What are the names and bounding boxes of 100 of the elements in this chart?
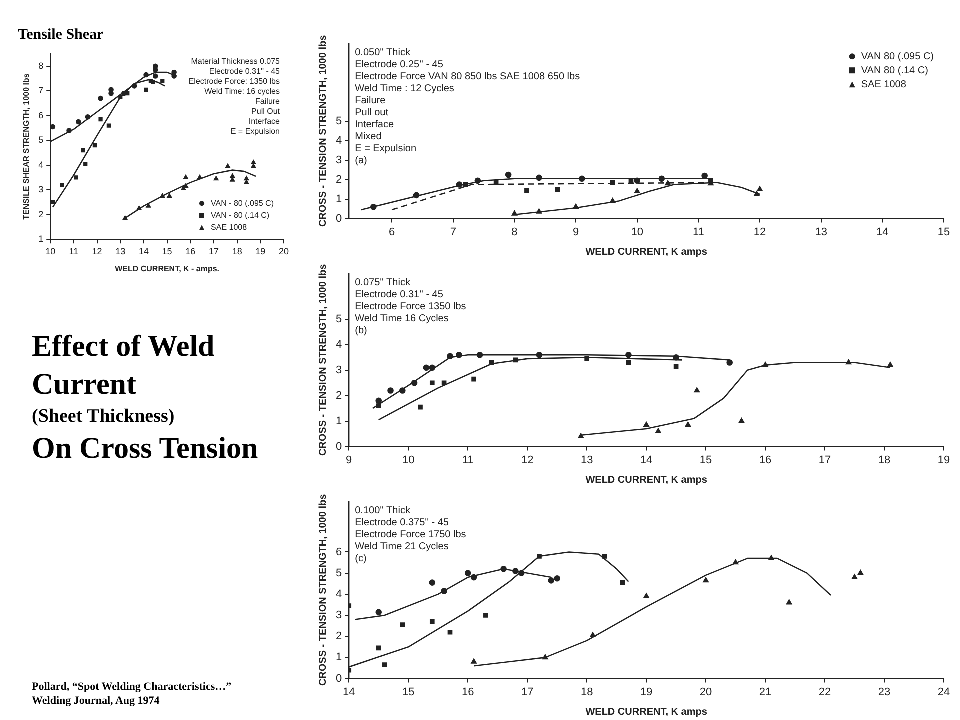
annotation: Interface — [248, 117, 281, 126]
point — [76, 119, 82, 125]
point — [464, 570, 472, 576]
point — [555, 187, 560, 192]
point — [634, 188, 640, 194]
x-tick-label: 18 — [878, 454, 891, 466]
point — [658, 176, 666, 182]
y-axis-title: CROSS - TENSION STRENGTH, 1000 lbs — [318, 34, 329, 228]
point — [590, 632, 596, 638]
point — [226, 164, 230, 168]
x-tick-label: 15 — [162, 246, 172, 256]
annotation: Pull Out — [252, 107, 281, 116]
x-tick-label: 8 — [512, 226, 518, 238]
point — [430, 619, 435, 624]
point — [674, 364, 679, 369]
point — [754, 191, 760, 196]
point — [602, 554, 608, 559]
y-tick-label: 4 — [38, 160, 44, 170]
x-tick-label: 14 — [138, 246, 149, 256]
point — [702, 172, 708, 180]
point — [536, 174, 542, 182]
point — [244, 180, 250, 184]
y-tick-label: 0 — [336, 440, 342, 453]
point — [852, 574, 858, 580]
y-tick-label: 6 — [38, 110, 44, 120]
point — [505, 172, 512, 178]
point — [50, 124, 56, 130]
y-tick-label: 0 — [336, 672, 342, 685]
annotation: Mixed — [355, 131, 382, 142]
x-tick-label: 16 — [462, 686, 474, 698]
y-tick-label: 1 — [336, 193, 342, 206]
annotation: Failure — [256, 97, 281, 106]
x-tick-label: 12 — [754, 226, 766, 238]
point — [144, 72, 149, 78]
y-tick-label: 3 — [336, 610, 342, 622]
point — [537, 554, 542, 559]
point — [610, 180, 616, 186]
point — [456, 182, 463, 188]
point — [476, 352, 484, 358]
x-tick-label: 16 — [186, 246, 196, 256]
y-tick-label: 1 — [38, 234, 44, 244]
point — [536, 208, 542, 214]
x-tick-label: 21 — [759, 686, 772, 698]
y-tick-label: 4 — [336, 338, 342, 351]
point — [578, 433, 584, 439]
x-tick-label: 22 — [818, 686, 832, 698]
annotation: Electrode 0.31'' - 45 — [209, 67, 281, 76]
annotation: (b) — [355, 325, 368, 336]
x-tick-label: 20 — [278, 246, 290, 256]
y-tick-label: 5 — [336, 313, 342, 326]
point — [665, 180, 671, 186]
y-tick-label: 2 — [336, 390, 342, 402]
point — [512, 568, 519, 574]
point — [160, 79, 165, 84]
x-tick-label: 15 — [938, 226, 950, 238]
annotation: Electrode Force 1750 lbs — [355, 529, 466, 540]
point — [413, 192, 420, 199]
text: Pollard, “Spot Welding Characteristics…” — [32, 680, 232, 694]
point — [579, 176, 586, 182]
point — [858, 570, 864, 576]
point — [474, 178, 482, 184]
point — [472, 376, 476, 382]
y-tick-label: 5 — [336, 567, 342, 580]
point — [768, 555, 774, 560]
point — [92, 144, 98, 148]
point — [694, 388, 700, 393]
legend-label: SAE 1008 — [211, 222, 248, 232]
annotation: 0.075'' Thick — [355, 277, 412, 288]
annotation: Electrode 0.25'' - 45 — [355, 59, 444, 70]
point — [757, 186, 763, 192]
point — [732, 560, 739, 565]
point — [81, 148, 86, 153]
x-tick-label: 15 — [700, 454, 712, 466]
x-tick-label: 9 — [346, 454, 352, 466]
point — [463, 182, 468, 188]
x-tick-label: 14 — [342, 686, 356, 698]
x-tick-label: 17 — [818, 454, 832, 466]
y-tick-label: 5 — [38, 135, 44, 146]
point — [376, 646, 382, 651]
y-tick-label: 5 — [336, 116, 342, 128]
annotation: 0.050'' Thick — [355, 47, 412, 58]
point — [106, 124, 112, 128]
point — [512, 210, 518, 216]
point — [644, 593, 650, 598]
annotation: Weld Time : 12 Cycles — [355, 83, 454, 94]
point — [673, 354, 680, 361]
y-tick-label: 1 — [336, 415, 342, 428]
x-tick-label: 19 — [640, 686, 653, 698]
y-tick-label: 6 — [336, 546, 342, 558]
point — [489, 360, 494, 366]
annotation: Interface — [355, 119, 394, 130]
x-tick-label: 17 — [208, 246, 219, 256]
x-tick-label: 13 — [815, 226, 828, 238]
point — [388, 388, 394, 394]
point — [84, 162, 88, 166]
y-tick-label: 3 — [336, 364, 342, 376]
point — [181, 186, 186, 191]
annotation: E = Expulsion — [230, 127, 280, 136]
point — [471, 658, 477, 664]
point — [382, 662, 388, 668]
